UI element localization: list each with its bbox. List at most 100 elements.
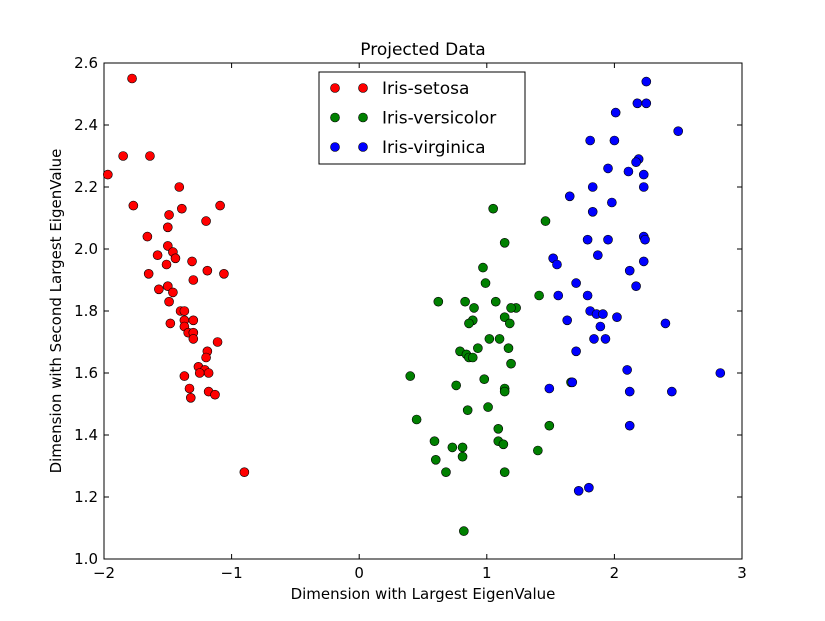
data-point [600,334,611,344]
data-point [451,380,461,391]
y-tick-label: 2.4 [74,116,98,134]
data-point [499,312,510,323]
data-point [479,374,490,385]
data-point [212,337,223,347]
data-point [610,107,621,118]
data-point [638,169,649,180]
data-point [478,262,488,273]
data-point [480,278,491,288]
data-point [483,402,493,412]
data-point [187,256,197,267]
data-point [562,315,572,326]
data-point [624,420,635,431]
series-iris-setosa [103,73,250,478]
data-point [715,368,726,378]
data-point [154,284,164,295]
data-point [632,98,643,109]
legend-marker [330,83,340,93]
data-point [534,290,544,301]
data-point [667,386,677,397]
data-point [498,439,509,450]
data-point [177,203,187,214]
x-axis-ticks: −2 −1 0 1 2 3 [93,63,747,582]
legend-marker [358,83,368,93]
x-axis-title: Dimension with Largest EigenValue [291,585,556,603]
x-tick-label: 3 [737,564,747,582]
data-point [499,238,510,248]
data-point [128,200,139,211]
data-point [405,371,416,381]
data-point [490,296,501,307]
data-point [457,451,468,462]
legend-marker [358,142,368,152]
data-point [430,454,441,465]
data-point [595,321,606,332]
data-point [163,241,173,251]
data-point [118,151,128,161]
data-point [603,234,613,245]
data-point [589,334,599,344]
data-point [607,197,617,208]
y-tick-label: 2.6 [74,54,98,72]
y-tick-label: 1.2 [74,488,98,506]
legend-marker [358,112,368,123]
y-tick-label: 2.0 [74,240,98,258]
data-point [552,259,562,270]
data-point [143,268,154,279]
x-tick-label: 0 [354,564,364,582]
data-point [441,467,451,478]
data-point [624,386,635,397]
data-point [194,368,205,378]
series-iris-versicolor [405,203,576,536]
data-point [188,275,199,285]
data-point [623,166,634,177]
data-point [163,222,173,233]
data-point [641,98,652,109]
y-tick-label: 2.2 [74,178,98,196]
data-point [638,256,649,267]
data-point [457,442,468,453]
data-point [460,296,470,307]
legend-label: Iris-setosa [382,79,469,99]
data-point [638,182,649,192]
data-point [571,278,581,288]
data-point [469,303,479,313]
data-point [179,306,190,316]
data-point [609,135,620,146]
data-point [174,182,185,192]
y-axis-ticks: 1.0 1.2 1.4 1.6 1.8 2.0 2.2 2.4 2.6 [74,54,742,568]
chart-title: Projected Data [360,40,485,60]
data-point [506,303,516,313]
data-point [163,281,173,292]
data-point [164,210,174,220]
data-point [103,169,113,180]
data-point [165,318,176,329]
legend-box [318,71,526,165]
data-point [161,259,172,270]
data-point [484,334,495,344]
data-point [203,368,214,378]
data-point [493,423,504,434]
data-point [411,414,422,425]
x-tick-label: −1 [221,564,243,582]
data-point [215,200,225,211]
data-point [447,442,458,453]
data-point [142,231,153,242]
data-point [185,392,196,403]
data-point [631,281,641,292]
data-point [499,467,510,478]
data-point [467,352,478,363]
data-point [506,358,516,369]
data-point [582,234,593,245]
legend-marker [330,112,340,123]
data-point [188,334,199,344]
data-point [184,383,195,394]
data-point [201,216,211,226]
data-point [504,318,515,329]
data-point [567,377,578,388]
data-point [587,182,598,192]
legend: Iris-setosa Iris-versicolor Iris-virginica [318,71,526,165]
data-point [612,312,622,323]
data-point [571,346,581,357]
